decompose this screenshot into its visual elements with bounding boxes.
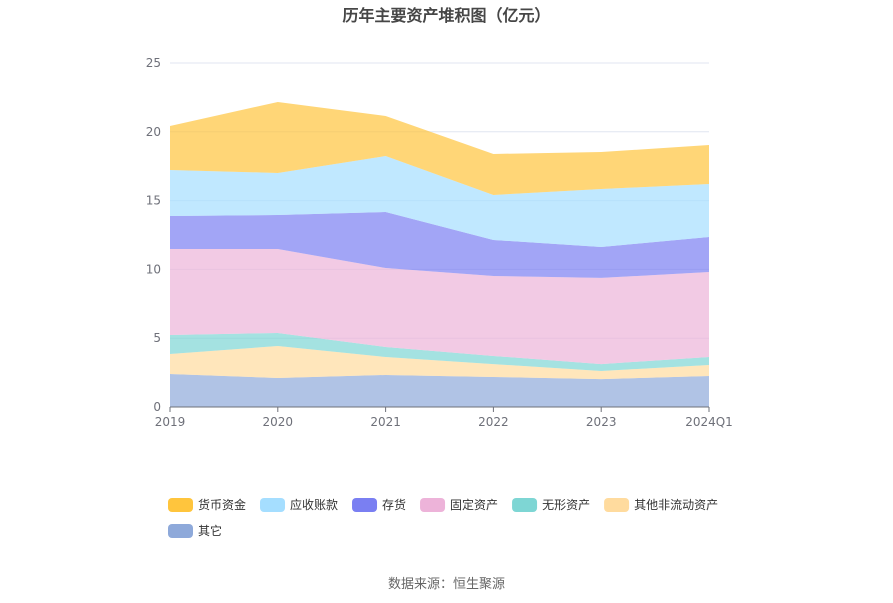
- y-tick-label: 20: [146, 125, 161, 139]
- data-source: 数据来源：恒生聚源: [388, 577, 505, 592]
- series-area-1: [170, 101, 709, 195]
- legend-label: 存货: [382, 497, 406, 512]
- legend-label: 其他非流动资产: [634, 498, 718, 512]
- y-tick-label: 25: [146, 56, 161, 70]
- legend-swatch: [260, 498, 286, 512]
- legend-item[interactable]: 应收账款: [260, 497, 338, 512]
- series-area-7: [170, 373, 709, 407]
- x-tick-label: 2021: [370, 415, 401, 429]
- x-tick-label: 2020: [263, 415, 294, 429]
- legend-swatch: [604, 498, 630, 512]
- legend-item[interactable]: 其它: [168, 523, 222, 538]
- y-tick-label: 15: [146, 194, 161, 208]
- series-area-5: [170, 332, 709, 371]
- legend-swatch: [420, 498, 446, 512]
- legend-item[interactable]: 其他非流动资产: [604, 498, 718, 512]
- series-areas: [170, 101, 709, 407]
- legend-label: 无形资产: [542, 498, 590, 512]
- series-area-4: [170, 249, 709, 365]
- y-tick-label: 10: [146, 262, 161, 276]
- x-tick-label: 2024Q1: [685, 415, 733, 429]
- y-axis: 0 5 10 15 20 25: [146, 56, 161, 414]
- y-tick-label: 0: [153, 400, 161, 414]
- legend-label: 货币资金: [198, 497, 246, 512]
- y-tick-label: 5: [153, 331, 161, 345]
- legend-item[interactable]: 存货: [352, 497, 406, 512]
- legend-label: 应收账款: [290, 497, 338, 512]
- chart-title: 历年主要资产堆积图（亿元）: [342, 6, 550, 25]
- x-tick-label: 2023: [586, 415, 617, 429]
- legend-item[interactable]: 货币资金: [168, 497, 246, 512]
- x-tick-label: 2019: [155, 415, 186, 429]
- series-area-3: [170, 212, 709, 278]
- series-area-6: [170, 346, 709, 380]
- series-area-2: [170, 156, 709, 247]
- x-tick-label: 2022: [478, 415, 509, 429]
- legend-item[interactable]: 无形资产: [512, 498, 590, 512]
- legend-swatch: [352, 498, 378, 512]
- x-axis: 2019 2020 2021 2022 2023 2024Q1: [155, 406, 733, 429]
- legend-label: 固定资产: [450, 497, 498, 512]
- legend-swatch: [168, 498, 193, 512]
- legend-label: 其它: [198, 523, 222, 538]
- legend-swatch: [512, 498, 538, 512]
- legend-item[interactable]: 固定资产: [420, 497, 498, 512]
- legend-swatch: [168, 524, 193, 538]
